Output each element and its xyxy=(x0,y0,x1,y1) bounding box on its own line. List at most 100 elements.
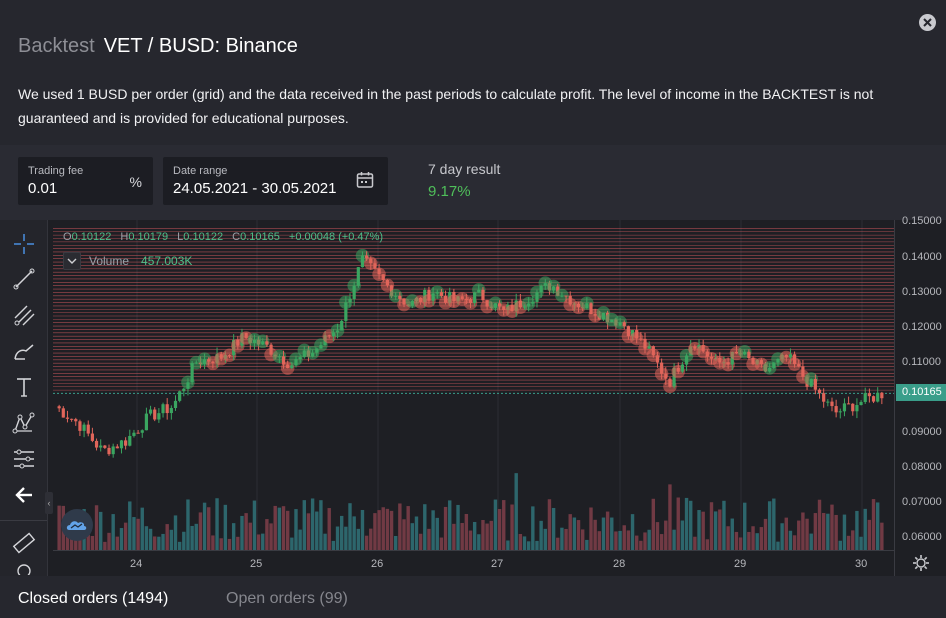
candle-body xyxy=(664,373,668,379)
close-button[interactable] xyxy=(919,14,936,31)
time-tick: 30 xyxy=(855,558,868,570)
toolbar-divider xyxy=(0,520,47,521)
volume-bar xyxy=(231,523,236,550)
candle-body xyxy=(82,424,86,431)
crosshair-tool[interactable] xyxy=(10,230,38,258)
volume-bar xyxy=(182,531,186,550)
tab-open-orders[interactable]: Open orders (99) xyxy=(226,590,348,607)
toolbar-collapse-button[interactable]: ‹ xyxy=(45,492,53,514)
volume-bar xyxy=(86,534,90,550)
candle-body xyxy=(148,409,153,414)
time-tick: 29 xyxy=(734,558,747,570)
volume-bar xyxy=(738,537,743,550)
trading-fee-value[interactable]: 0.01 xyxy=(28,180,58,197)
volume-bar xyxy=(157,536,161,550)
volume-bar xyxy=(244,513,248,550)
calendar-icon[interactable] xyxy=(356,171,374,189)
time-tick: 25 xyxy=(250,558,263,570)
fib-tool[interactable] xyxy=(10,301,38,329)
date-range-value[interactable]: 24.05.2021 - 30.05.2021 xyxy=(173,180,337,197)
candle-body xyxy=(817,389,822,394)
volume-bar xyxy=(381,507,385,550)
volume-bar xyxy=(227,538,232,550)
candle-body xyxy=(340,320,344,331)
candle-body xyxy=(165,404,169,414)
section-label: Backtest xyxy=(18,35,95,57)
text-tool[interactable] xyxy=(10,373,38,401)
candle-body xyxy=(157,413,161,420)
tab-closed-orders[interactable]: Closed orders (1494) xyxy=(18,590,169,607)
volume-bar xyxy=(385,508,390,550)
price-chart[interactable] xyxy=(53,220,894,550)
trendline-icon xyxy=(13,268,35,290)
candle-body xyxy=(190,363,194,383)
volume-bar xyxy=(269,523,273,550)
candle-body xyxy=(822,393,826,402)
trading-fee-field[interactable]: Trading fee 0.01 % xyxy=(18,157,153,205)
volume-bar xyxy=(643,532,647,550)
price-tick: 0.06000 xyxy=(902,531,942,543)
tradingview-logo[interactable] xyxy=(61,509,93,541)
volume-bar xyxy=(759,527,764,550)
volume-bar xyxy=(846,535,851,550)
fib-icon xyxy=(14,305,35,326)
measure-tool[interactable] xyxy=(10,445,38,473)
candle-body xyxy=(74,419,78,422)
candle-body xyxy=(680,364,685,372)
price-tick: 0.11000 xyxy=(902,356,941,368)
candle-body xyxy=(107,447,111,455)
magnet-tool[interactable] xyxy=(10,563,38,575)
volume-bar xyxy=(539,520,543,550)
volume-bar xyxy=(298,529,302,550)
volume-bar xyxy=(90,535,95,550)
candle-body xyxy=(867,393,871,397)
candle-body xyxy=(876,392,880,402)
back-tool[interactable] xyxy=(10,481,38,509)
time-axis[interactable]: 24 25 26 27 28 29 30 xyxy=(53,550,894,576)
volume-bar xyxy=(348,503,352,550)
volume-bar xyxy=(855,510,859,550)
volume-bar xyxy=(169,529,174,550)
candle-body xyxy=(365,255,369,259)
date-range-field[interactable]: Date range 24.05.2021 - 30.05.2021 xyxy=(163,157,388,205)
candle-body xyxy=(119,440,124,449)
pattern-tool[interactable] xyxy=(10,409,38,437)
legend-collapse-button[interactable] xyxy=(63,252,81,270)
candle-body xyxy=(115,446,119,449)
volume-bar xyxy=(585,539,589,550)
candle-body xyxy=(111,446,115,455)
volume-bar xyxy=(327,508,331,550)
chart-settings-button[interactable] xyxy=(912,554,930,577)
candle-body xyxy=(847,403,851,405)
volume-bar xyxy=(215,498,219,550)
volume-bar xyxy=(128,501,132,550)
volume-bar xyxy=(743,502,747,550)
candle-body xyxy=(352,285,356,300)
candle-body xyxy=(144,413,149,431)
trendline-tool[interactable] xyxy=(10,265,38,293)
volume-bar xyxy=(256,534,261,550)
candle-body xyxy=(265,341,269,345)
volume-bar xyxy=(518,534,523,550)
price-tick: 0.12000 xyxy=(902,321,942,333)
brush-tool[interactable] xyxy=(10,337,38,365)
volume-bar xyxy=(144,526,149,550)
volume-bar xyxy=(173,515,178,550)
volume-bar xyxy=(418,533,423,550)
volume-bar xyxy=(701,511,705,550)
volume-bar xyxy=(364,535,369,550)
order-marker xyxy=(289,352,303,366)
candle-body xyxy=(140,430,144,433)
pattern-icon xyxy=(12,412,35,434)
date-range-label: Date range xyxy=(173,165,228,177)
volume-bar xyxy=(431,510,435,550)
volume-bar xyxy=(236,536,240,550)
ruler-tool[interactable] xyxy=(10,529,38,557)
candle-body xyxy=(539,285,543,293)
volume-bar xyxy=(809,533,813,550)
volume-bar xyxy=(57,505,61,550)
ohlc-legend: O0.10122 H0.10179 L0.10122 C0.10165 +0.0… xyxy=(63,231,389,243)
candle-body xyxy=(639,338,643,340)
volume-label: Volume xyxy=(89,254,130,268)
volume-bar xyxy=(339,515,344,550)
